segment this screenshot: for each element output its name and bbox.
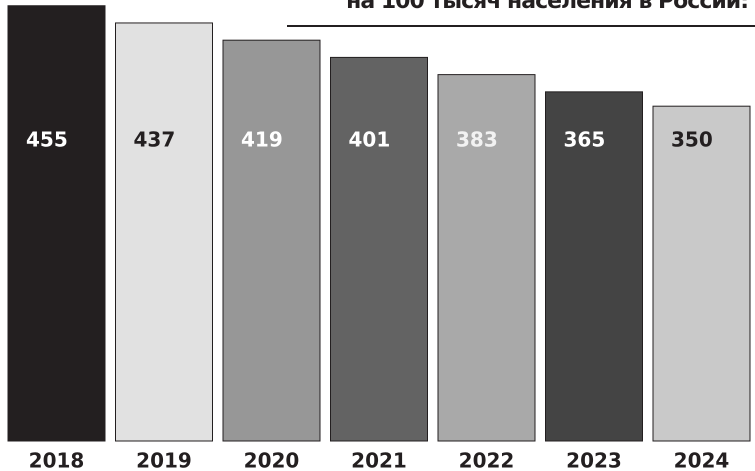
x-tick-label: 2023 <box>566 449 622 471</box>
bar <box>115 22 213 442</box>
x-tick-label: 2018 <box>29 449 85 471</box>
bar-value-label: 365 <box>564 128 606 152</box>
bar-value-label: 455 <box>26 128 68 152</box>
bar-value-label: 383 <box>456 128 498 152</box>
x-tick-label: 2021 <box>351 449 407 471</box>
bar-value-label: 437 <box>134 128 176 152</box>
x-tick-label: 2019 <box>136 449 192 471</box>
bar <box>222 39 321 442</box>
bar <box>330 56 428 442</box>
bar <box>7 5 106 442</box>
bar <box>437 74 536 442</box>
bar <box>545 91 643 442</box>
x-tick-label: 2020 <box>244 449 300 471</box>
x-tick-label: 2022 <box>459 449 515 471</box>
x-tick-label: 2024 <box>674 449 730 471</box>
bar-value-label: 350 <box>671 128 713 152</box>
bar-value-label: 419 <box>241 128 283 152</box>
bar <box>652 105 751 442</box>
chart-title: на 100 тысяч населения в России: <box>346 0 748 14</box>
bar-value-label: 401 <box>349 128 391 152</box>
